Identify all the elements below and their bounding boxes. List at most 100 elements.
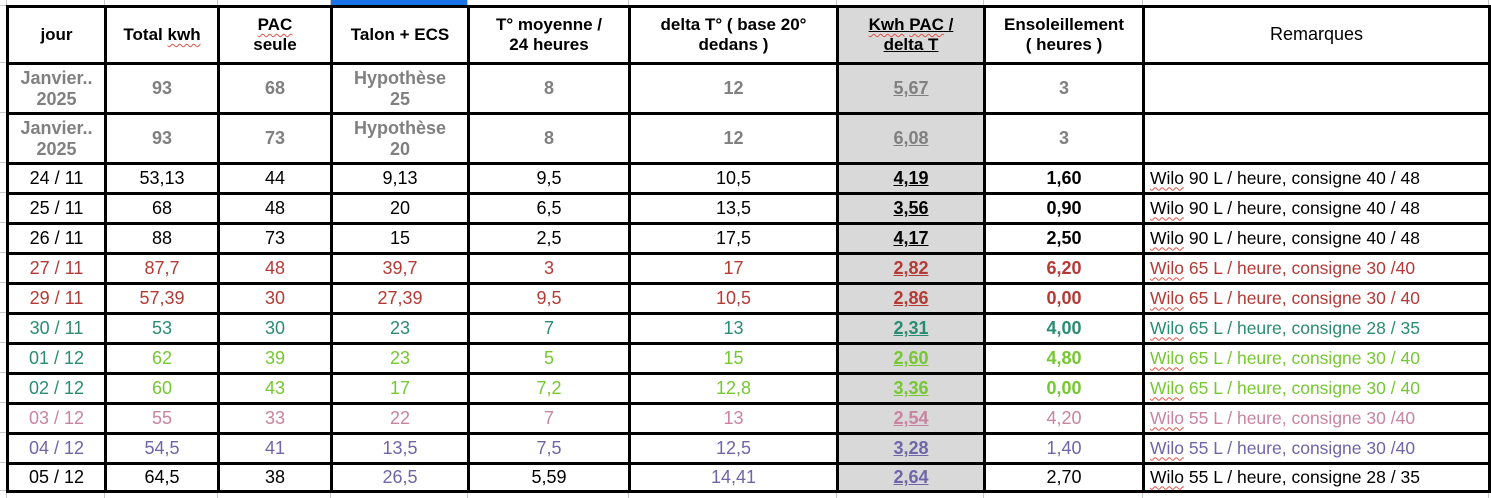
cell-kwh-row11[interactable]: 2,54 bbox=[836, 402, 986, 435]
cell-pac-row5[interactable]: 73 bbox=[217, 222, 333, 255]
cell-tmoy-row13[interactable]: 5,59 bbox=[467, 462, 631, 493]
cell-tmoy-row5[interactable]: 2,5 bbox=[467, 222, 631, 255]
cell-tmoy-row6[interactable]: 3 bbox=[467, 252, 631, 285]
header-delta-t[interactable]: delta T° ( base 20° dedans ) bbox=[628, 5, 839, 65]
cell-delta-row9[interactable]: 15 bbox=[628, 342, 839, 375]
cell-jour-row5[interactable]: 26 / 11 bbox=[6, 222, 107, 255]
cell-ens-row8[interactable]: 4,00 bbox=[983, 312, 1145, 345]
cell-rem-row2[interactable] bbox=[1142, 112, 1491, 165]
cell-talon-row8[interactable]: 23 bbox=[330, 312, 470, 345]
cell-total-row5[interactable]: 88 bbox=[104, 222, 220, 255]
cell-ens-row4[interactable]: 0,90 bbox=[983, 192, 1145, 225]
cell-delta-row10[interactable]: 12,8 bbox=[628, 372, 839, 405]
cell-jour-row2[interactable]: Janvier.. 2025 bbox=[6, 112, 107, 165]
cell-talon-row1[interactable]: Hypothèse 25 bbox=[330, 62, 470, 115]
cell-kwh-row8[interactable]: 2,31 bbox=[836, 312, 986, 345]
cell-talon-row6[interactable]: 39,7 bbox=[330, 252, 470, 285]
cell-rem-row11[interactable]: Wilo 55 L / heure, consigne 30 /40 bbox=[1142, 402, 1491, 435]
cell-rem-row3[interactable]: Wilo 90 L / heure, consigne 40 / 48 bbox=[1142, 162, 1491, 195]
header-jour[interactable]: jour bbox=[6, 5, 107, 65]
cell-talon-row4[interactable]: 20 bbox=[330, 192, 470, 225]
cell-talon-row3[interactable]: 9,13 bbox=[330, 162, 470, 195]
cell-ens-row5[interactable]: 2,50 bbox=[983, 222, 1145, 255]
cell-pac-row11[interactable]: 33 bbox=[217, 402, 333, 435]
cell-pac-row3[interactable]: 44 bbox=[217, 162, 333, 195]
cell-kwh-row12[interactable]: 3,28 bbox=[836, 432, 986, 465]
cell-ens-row7[interactable]: 0,00 bbox=[983, 282, 1145, 315]
cell-total-row4[interactable]: 68 bbox=[104, 192, 220, 225]
cell-ens-row9[interactable]: 4,80 bbox=[983, 342, 1145, 375]
cell-total-row3[interactable]: 53,13 bbox=[104, 162, 220, 195]
cell-pac-row8[interactable]: 30 bbox=[217, 312, 333, 345]
cell-tmoy-row8[interactable]: 7 bbox=[467, 312, 631, 345]
cell-rem-row1[interactable] bbox=[1142, 62, 1491, 115]
cell-kwh-row4[interactable]: 3,56 bbox=[836, 192, 986, 225]
cell-total-row12[interactable]: 54,5 bbox=[104, 432, 220, 465]
cell-delta-row4[interactable]: 13,5 bbox=[628, 192, 839, 225]
cell-rem-row10[interactable]: Wilo 65 L / heure, consigne 30 / 40 bbox=[1142, 372, 1491, 405]
cell-kwh-row2[interactable]: 6,08 bbox=[836, 112, 986, 165]
cell-kwh-row7[interactable]: 2,86 bbox=[836, 282, 986, 315]
cell-jour-row3[interactable]: 24 / 11 bbox=[6, 162, 107, 195]
header-talon-ecs[interactable]: Talon + ECS bbox=[330, 5, 470, 65]
cell-rem-row12[interactable]: Wilo 55 L / heure, consigne 30 /40 bbox=[1142, 432, 1491, 465]
cell-tmoy-row3[interactable]: 9,5 bbox=[467, 162, 631, 195]
cell-pac-row7[interactable]: 30 bbox=[217, 282, 333, 315]
cell-total-row13[interactable]: 64,5 bbox=[104, 462, 220, 493]
cell-delta-row5[interactable]: 17,5 bbox=[628, 222, 839, 255]
cell-jour-row13[interactable]: 05 / 12 bbox=[6, 462, 107, 493]
cell-rem-row13[interactable]: Wilo 55 L / heure, consigne 28 / 35 bbox=[1142, 462, 1491, 493]
cell-delta-row7[interactable]: 10,5 bbox=[628, 282, 839, 315]
cell-delta-row2[interactable]: 12 bbox=[628, 112, 839, 165]
cell-pac-row13[interactable]: 38 bbox=[217, 462, 333, 493]
cell-total-row6[interactable]: 87,7 bbox=[104, 252, 220, 285]
cell-jour-row11[interactable]: 03 / 12 bbox=[6, 402, 107, 435]
cell-delta-row11[interactable]: 13 bbox=[628, 402, 839, 435]
cell-kwh-row1[interactable]: 5,67 bbox=[836, 62, 986, 115]
cell-rem-row6[interactable]: Wilo 65 L / heure, consigne 30 /40 bbox=[1142, 252, 1491, 285]
cell-ens-row1[interactable]: 3 bbox=[983, 62, 1145, 115]
cell-jour-row6[interactable]: 27 / 11 bbox=[6, 252, 107, 285]
cell-delta-row1[interactable]: 12 bbox=[628, 62, 839, 115]
cell-total-row2[interactable]: 93 bbox=[104, 112, 220, 165]
cell-delta-row12[interactable]: 12,5 bbox=[628, 432, 839, 465]
cell-pac-row12[interactable]: 41 bbox=[217, 432, 333, 465]
cell-kwh-row3[interactable]: 4,19 bbox=[836, 162, 986, 195]
cell-jour-row9[interactable]: 01 / 12 bbox=[6, 342, 107, 375]
cell-ens-row3[interactable]: 1,60 bbox=[983, 162, 1145, 195]
cell-pac-row1[interactable]: 68 bbox=[217, 62, 333, 115]
cell-jour-row8[interactable]: 30 / 11 bbox=[6, 312, 107, 345]
cell-kwh-row10[interactable]: 3,36 bbox=[836, 372, 986, 405]
cell-talon-row13[interactable]: 26,5 bbox=[330, 462, 470, 493]
cell-total-row8[interactable]: 53 bbox=[104, 312, 220, 345]
cell-total-row11[interactable]: 55 bbox=[104, 402, 220, 435]
header-t-moyenne[interactable]: T° moyenne /24 heures bbox=[467, 5, 631, 65]
cell-pac-row9[interactable]: 39 bbox=[217, 342, 333, 375]
cell-tmoy-row11[interactable]: 7 bbox=[467, 402, 631, 435]
cell-pac-row10[interactable]: 43 bbox=[217, 372, 333, 405]
cell-tmoy-row2[interactable]: 8 bbox=[467, 112, 631, 165]
cell-pac-row2[interactable]: 73 bbox=[217, 112, 333, 165]
cell-rem-row4[interactable]: Wilo 90 L / heure, consigne 40 / 48 bbox=[1142, 192, 1491, 225]
cell-tmoy-row1[interactable]: 8 bbox=[467, 62, 631, 115]
header-kwh-pac-delta-t[interactable]: Kwh PAC / delta T bbox=[836, 5, 986, 65]
cell-jour-row12[interactable]: 04 / 12 bbox=[6, 432, 107, 465]
cell-jour-row7[interactable]: 29 / 11 bbox=[6, 282, 107, 315]
cell-tmoy-row4[interactable]: 6,5 bbox=[467, 192, 631, 225]
header-remarques[interactable]: Remarques bbox=[1142, 5, 1491, 65]
cell-ens-row10[interactable]: 0,00 bbox=[983, 372, 1145, 405]
header-pac-seule[interactable]: PAC seule bbox=[217, 5, 333, 65]
cell-ens-row12[interactable]: 1,40 bbox=[983, 432, 1145, 465]
cell-delta-row3[interactable]: 10,5 bbox=[628, 162, 839, 195]
cell-talon-row12[interactable]: 13,5 bbox=[330, 432, 470, 465]
cell-ens-row2[interactable]: 3 bbox=[983, 112, 1145, 165]
cell-ens-row6[interactable]: 6,20 bbox=[983, 252, 1145, 285]
cell-delta-row6[interactable]: 17 bbox=[628, 252, 839, 285]
cell-kwh-row6[interactable]: 2,82 bbox=[836, 252, 986, 285]
cell-total-row9[interactable]: 62 bbox=[104, 342, 220, 375]
cell-tmoy-row7[interactable]: 9,5 bbox=[467, 282, 631, 315]
header-ensoleillement[interactable]: Ensoleillement( heures ) bbox=[983, 5, 1145, 65]
cell-kwh-row13[interactable]: 2,64 bbox=[836, 462, 986, 493]
cell-jour-row10[interactable]: 02 / 12 bbox=[6, 372, 107, 405]
cell-pac-row4[interactable]: 48 bbox=[217, 192, 333, 225]
